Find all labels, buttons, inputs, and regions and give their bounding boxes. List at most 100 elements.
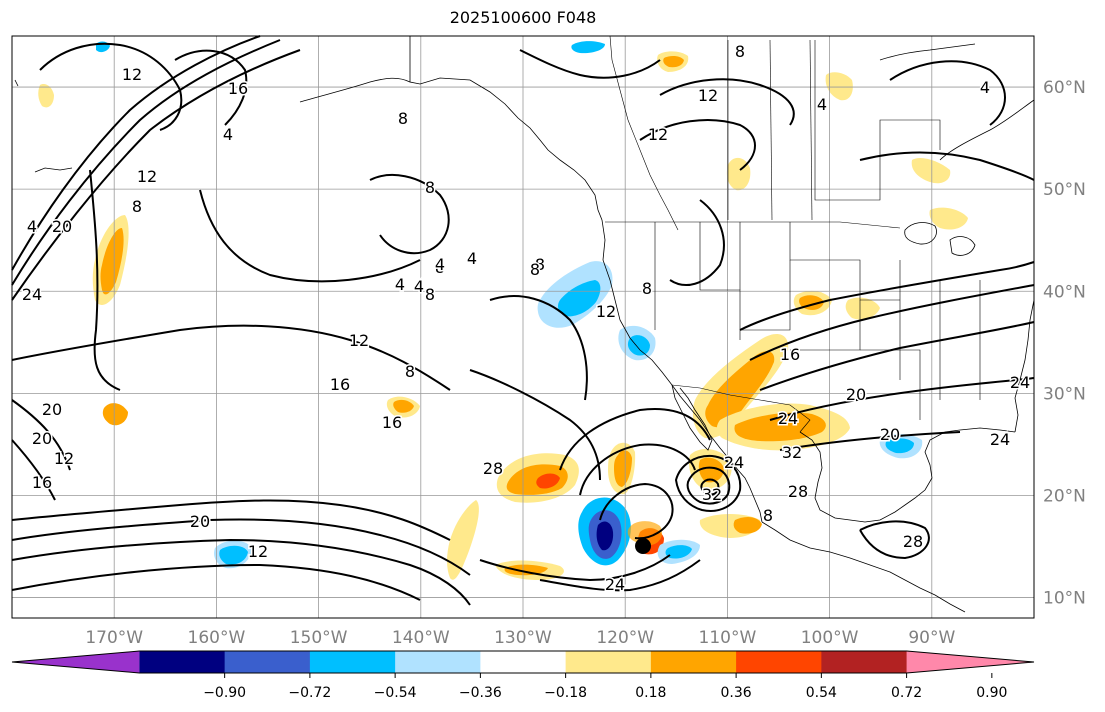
shade-orange-c2 — [614, 450, 632, 487]
colorbar-extend-high — [906, 651, 1034, 673]
shade-blue-gulf — [885, 438, 914, 454]
lon-tick-label: 170°W — [85, 628, 143, 648]
map-frame — [11, 35, 1035, 619]
colorbar-tick-label: 0.36 — [721, 685, 752, 701]
lon-tick-label: 130°W — [494, 628, 552, 648]
lat-tick-label: 40°N — [1043, 282, 1086, 302]
contour-e-5 — [779, 431, 961, 451]
shade-orange-mid — [393, 399, 414, 413]
border-sk-mb — [809, 39, 813, 221]
shade-orange-center — [698, 457, 724, 483]
colorbar-swatch — [139, 651, 226, 673]
colorbar-tick-label: −0.90 — [203, 685, 246, 701]
contour-s-3 — [11, 538, 471, 606]
colorbar-tick-label: −0.36 — [459, 685, 502, 701]
contour-label: 20 — [880, 425, 900, 444]
contour-storm-2 — [579, 443, 696, 496]
contour-label: 12 — [122, 65, 142, 84]
shade-navy-storm-core — [596, 521, 614, 551]
shade-orange-c3 — [733, 516, 762, 534]
contour-label: 24 — [724, 453, 744, 472]
contour-label: 20 — [846, 385, 866, 404]
shade-orange-nw — [100, 228, 124, 295]
colorbar-tick-label: −0.18 — [544, 685, 587, 701]
contour-label: 20 — [42, 400, 62, 419]
contour-label: 12 — [54, 449, 74, 468]
colorbar-swatch — [736, 651, 822, 673]
contour-vortex-2 — [686, 466, 731, 505]
contour-label: 16 — [382, 413, 402, 432]
shade-orange-south — [504, 564, 548, 576]
contour-e-2 — [749, 284, 1035, 361]
contour-label: 12 — [596, 302, 616, 321]
border-state-8 — [860, 349, 921, 420]
contour-label: 24 — [990, 430, 1010, 449]
contour-ne-2 — [859, 151, 1035, 181]
contour-label: 20 — [190, 512, 210, 531]
contour-label: 8 — [763, 506, 773, 525]
coast-arctic — [879, 43, 976, 61]
contour-label: 16 — [330, 375, 350, 394]
colorbar: −0.90 −0.72 −0.54 −0.36 −0.18 0.18 0.36 0.54 0.7… — [11, 650, 1035, 701]
contour-storm-1 — [559, 408, 711, 471]
contour-n-1 — [639, 119, 756, 171]
shade-red-a — [536, 473, 560, 489]
contour-lines — [11, 35, 1035, 606]
coastlines — [14, 36, 1035, 613]
contour-label: 8 — [642, 279, 652, 298]
border-mb-on — [814, 40, 941, 201]
contour-label: 8 — [132, 197, 142, 216]
border-state-4 — [789, 222, 900, 301]
shade-orange-top — [663, 55, 684, 68]
contour-e-1 — [739, 261, 1035, 331]
contour-vortex-1 — [674, 454, 742, 512]
contour-label: 24 — [22, 285, 42, 304]
contour-label: 4 — [467, 249, 477, 268]
contour-label: 4 — [980, 78, 990, 97]
lon-tick-label: 140°W — [392, 628, 450, 648]
contour-label: 12 — [248, 542, 268, 561]
lon-tick-label: 120°W — [596, 628, 654, 648]
storm-group — [635, 538, 651, 554]
contour-nw-4 — [39, 42, 183, 131]
contour-label: 20 — [52, 217, 72, 236]
contour-label: 16 — [32, 473, 52, 492]
shade-yellow-sw — [447, 500, 479, 580]
coast-islands-w — [34, 167, 73, 173]
contour-w-2 — [11, 399, 71, 471]
contour-c-4 — [469, 369, 601, 481]
contour-n-4 — [669, 199, 725, 286]
contour-s-2 — [11, 518, 471, 576]
contour-label: 8 — [398, 109, 408, 128]
contour-label: 8 — [735, 42, 745, 61]
contour-w-1 — [89, 169, 121, 391]
border-ab-sk — [769, 39, 773, 221]
border-ak-canada — [609, 35, 679, 231]
coast-west-us — [601, 219, 763, 523]
contour-label: 12 — [648, 125, 668, 144]
shade-yellow-north — [825, 72, 853, 101]
colorbar-tick-label: 0.90 — [976, 685, 1007, 701]
storm-center-dot — [635, 538, 651, 554]
colorbar-swatch — [224, 651, 311, 673]
shade-yellow-w2 — [38, 84, 54, 108]
contour-w-3 — [11, 439, 56, 501]
contour-label: 32 — [782, 443, 802, 462]
coast-hudson — [939, 99, 1035, 161]
shade-yellow-us2 — [845, 297, 880, 320]
contour-label: 8 — [405, 362, 415, 381]
colorbar-tick-label: −0.54 — [374, 685, 417, 701]
contour-label: 32 — [702, 485, 722, 504]
contour-ne-1 — [889, 60, 1006, 126]
shade-orange-w1 — [102, 403, 128, 426]
border-state-5 — [740, 260, 791, 331]
contour-label: 16 — [780, 345, 800, 364]
contour-label: 28 — [788, 482, 808, 501]
contour-label: 8 — [530, 260, 540, 279]
contour-label: 8 — [535, 255, 545, 274]
border-state-2 — [699, 222, 741, 340]
border-us-mexico — [671, 384, 811, 433]
contour-label: 8 — [425, 178, 435, 197]
